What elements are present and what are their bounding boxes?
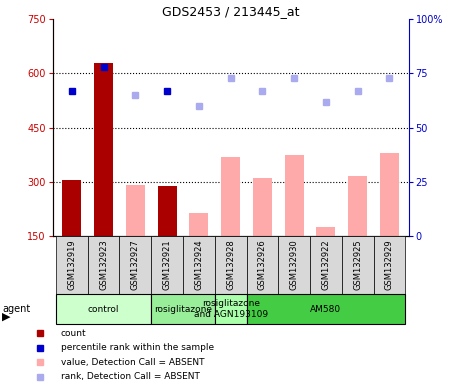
Bar [119, 236, 151, 294]
Text: ▶: ▶ [2, 312, 11, 322]
Bar [316, 227, 336, 236]
Text: GSM132921: GSM132921 [162, 240, 172, 290]
Bar [348, 177, 367, 236]
Text: percentile rank within the sample: percentile rank within the sample [61, 343, 214, 352]
Bar [380, 153, 399, 236]
Bar [278, 236, 310, 294]
Text: GSM132927: GSM132927 [131, 240, 140, 290]
Bar [253, 178, 272, 236]
Text: count: count [61, 329, 87, 338]
Text: AM580: AM580 [310, 305, 341, 314]
Bar [62, 180, 81, 236]
Text: rosiglitazone: rosiglitazone [154, 305, 212, 314]
Bar [151, 236, 183, 294]
Text: rosiglitazone
and AGN193109: rosiglitazone and AGN193109 [194, 300, 268, 319]
Bar [56, 236, 88, 294]
Bar [342, 236, 374, 294]
Text: GSM132922: GSM132922 [321, 240, 330, 290]
Bar [215, 294, 246, 324]
Text: GSM132919: GSM132919 [67, 240, 76, 290]
Bar [215, 236, 246, 294]
Bar [151, 294, 215, 324]
Bar [94, 63, 113, 236]
Text: GSM132925: GSM132925 [353, 240, 362, 290]
Bar [246, 294, 405, 324]
Text: value, Detection Call = ABSENT: value, Detection Call = ABSENT [61, 358, 204, 367]
Bar [56, 294, 151, 324]
Title: GDS2453 / 213445_at: GDS2453 / 213445_at [162, 5, 299, 18]
Bar [310, 236, 342, 294]
Bar [183, 236, 215, 294]
Bar [246, 236, 278, 294]
Bar [190, 213, 208, 236]
Text: GSM132929: GSM132929 [385, 240, 394, 290]
Bar [157, 185, 177, 236]
Text: GSM132923: GSM132923 [99, 240, 108, 290]
Text: GSM132928: GSM132928 [226, 240, 235, 290]
Bar [221, 157, 240, 236]
Text: GSM132926: GSM132926 [258, 240, 267, 290]
Text: agent: agent [2, 304, 31, 314]
Text: rank, Detection Call = ABSENT: rank, Detection Call = ABSENT [61, 372, 200, 381]
Text: control: control [88, 305, 119, 314]
Bar [374, 236, 405, 294]
Bar [126, 185, 145, 236]
Text: GSM132924: GSM132924 [194, 240, 203, 290]
Bar [88, 236, 119, 294]
Text: GSM132930: GSM132930 [290, 240, 299, 290]
Bar [285, 155, 304, 236]
